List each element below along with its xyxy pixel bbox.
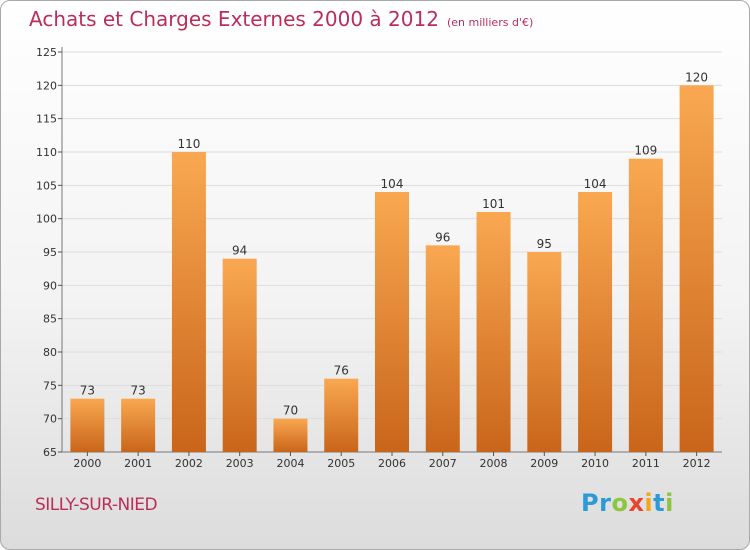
y-tick-label: 80 [43,346,57,359]
logo-letter: P [581,489,600,517]
y-axis-ticks: 65 70 75 80 85 90 95 100 105 110 115 120 125 [36,46,62,459]
bar [324,378,359,452]
bar [121,398,156,452]
x-tick-label: 2007 [429,457,457,470]
x-tick-label: 2009 [530,457,558,470]
x-tick-label: 2011 [632,457,660,470]
y-tick-label: 65 [43,446,57,459]
data-label: 70 [283,404,298,418]
data-labels: 73 73 110 94 70 76 104 96 101 95 104 109 120 [80,70,708,417]
x-tick-label: 2008 [480,457,508,470]
bar [425,245,460,452]
proxiti-logo: Proxiti [581,489,674,517]
logo-letter: r [599,489,612,517]
y-tick-label: 100 [36,213,57,226]
bar [578,192,613,452]
x-tick-label: 2005 [327,457,355,470]
bar [375,192,409,452]
bar [628,158,663,452]
y-tick-label: 110 [36,146,57,159]
x-tick-label: 2012 [683,457,711,470]
data-label: 95 [537,237,552,251]
y-tick-label: 70 [43,413,57,426]
logo-letter: x [628,489,645,517]
y-tick-label: 85 [43,313,57,326]
logo-letter: i [644,489,654,517]
data-label: 76 [334,364,349,378]
bar [222,258,257,452]
x-tick-label: 2006 [378,457,406,470]
x-tick-label: 2004 [276,457,304,470]
x-tick-label: 2002 [175,457,203,470]
data-label: 101 [482,197,505,211]
x-tick-label: 2000 [73,457,101,470]
data-label: 96 [435,230,450,244]
y-tick-label: 105 [36,179,57,192]
x-tick-label: 2001 [124,457,152,470]
y-tick-label: 75 [43,379,57,392]
y-tick-label: 125 [36,46,57,59]
y-tick-label: 95 [43,246,57,259]
data-label: 104 [381,177,404,191]
title-unit: (en milliers d'€) [446,16,534,29]
bar [171,152,206,452]
y-tick-label: 90 [43,279,57,292]
bar [679,85,714,452]
data-label: 73 [131,384,146,398]
chart-title: Achats et Charges Externes 2000 à 2012 (e… [29,7,533,31]
x-tick-label: 2010 [581,457,609,470]
data-label: 120 [685,70,708,84]
commune-name: SILLY-SUR-NIED [35,495,158,515]
logo-letter: o [611,489,629,517]
data-label: 73 [80,384,95,398]
bar [476,212,511,452]
x-tick-label: 2003 [226,457,254,470]
title-text: Achats et Charges Externes 2000 à 2012 [29,7,439,31]
bar [527,252,562,452]
data-label: 109 [634,144,657,158]
y-tick-label: 115 [36,113,57,126]
logo-letter: t [653,489,666,517]
bar [273,418,308,452]
data-label: 104 [584,177,607,191]
logo-letter: i [665,489,674,517]
bars [70,85,714,452]
data-label: 110 [177,137,200,151]
bar [70,398,105,452]
y-tick-label: 120 [36,79,57,92]
data-label: 94 [232,244,247,258]
x-axis-ticks: 2000 2001 2002 2003 2004 2005 2006 2007 2008 2009… [73,452,711,470]
